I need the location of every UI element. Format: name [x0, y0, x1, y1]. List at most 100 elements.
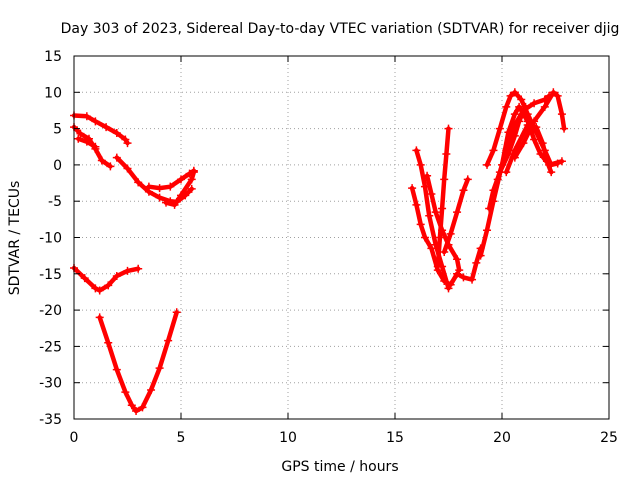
- series-arc-3: [74, 134, 100, 151]
- data-point: [483, 160, 492, 169]
- series-arc-7: [70, 263, 143, 295]
- data-point: [112, 271, 121, 280]
- data-point: [510, 146, 519, 155]
- data-point: [121, 388, 130, 397]
- data-point: [95, 313, 104, 322]
- data-point: [187, 184, 196, 193]
- data-point: [91, 117, 100, 126]
- data-point: [187, 175, 196, 184]
- data-point: [162, 198, 171, 207]
- data-point: [444, 284, 453, 293]
- data-point: [420, 233, 429, 242]
- data-point: [510, 110, 519, 119]
- data-point: [104, 281, 113, 290]
- x-tick-label: 0: [70, 430, 79, 446]
- data-point: [91, 284, 100, 293]
- data-point: [542, 157, 551, 166]
- data-point: [459, 273, 468, 282]
- data-point: [560, 124, 569, 133]
- data-point: [553, 91, 562, 100]
- data-point: [530, 135, 539, 144]
- data-point: [164, 336, 173, 345]
- y-tick-label: -25: [39, 339, 62, 355]
- data-point: [435, 233, 444, 242]
- series-arc-13: [440, 175, 472, 257]
- data-point: [538, 139, 547, 148]
- data-point: [76, 129, 85, 138]
- data-point: [468, 275, 477, 284]
- data-point: [155, 364, 164, 373]
- data-point: [412, 146, 421, 155]
- data-point: [438, 204, 447, 213]
- data-point: [427, 189, 436, 198]
- series-arc-10: [412, 146, 453, 293]
- data-point: [82, 112, 91, 121]
- x-tick-label: 25: [600, 430, 618, 446]
- data-point: [80, 274, 89, 283]
- data-point: [123, 266, 132, 275]
- data-point: [102, 123, 111, 132]
- y-tick-label: -15: [39, 267, 62, 283]
- data-point: [440, 175, 449, 184]
- series-arc-18: [510, 88, 569, 162]
- series-line: [435, 126, 451, 269]
- data-point: [134, 264, 143, 273]
- data-point: [112, 153, 121, 162]
- data-point: [177, 191, 185, 200]
- data-point: [523, 120, 532, 129]
- data-point: [489, 146, 498, 155]
- data-point: [532, 123, 541, 132]
- data-point: [74, 134, 83, 143]
- data-point: [155, 184, 164, 193]
- data-point: [155, 193, 164, 202]
- y-tick-label: -30: [39, 376, 62, 392]
- y-tick-label: 10: [44, 85, 62, 101]
- data-series: [70, 88, 569, 416]
- x-axis-label: GPS time / hours: [281, 459, 398, 475]
- data-point: [530, 99, 539, 108]
- data-point: [557, 157, 566, 166]
- data-point: [177, 175, 185, 184]
- data-point: [455, 266, 464, 275]
- data-point: [506, 91, 515, 100]
- data-point: [489, 186, 498, 195]
- data-point: [123, 139, 132, 148]
- data-point: [433, 262, 442, 271]
- data-point: [553, 159, 562, 168]
- data-point: [412, 200, 421, 209]
- data-point: [172, 308, 181, 317]
- data-point: [517, 95, 526, 104]
- series-arc-12: [433, 124, 453, 271]
- data-point: [106, 162, 115, 171]
- data-point: [530, 117, 539, 126]
- data-point: [523, 110, 532, 119]
- y-axis-label: SDTVAR / TECUs: [7, 181, 23, 296]
- data-point: [170, 200, 179, 209]
- series-line: [478, 104, 565, 258]
- data-point: [444, 124, 453, 133]
- data-point: [547, 168, 556, 177]
- data-point: [408, 184, 417, 193]
- y-tick-label: -35: [39, 412, 62, 428]
- axis-ticks: 0 5 10 15 20 25 15 10 5 0 -5 -10 -15 -20 -25 -30 -35: [39, 49, 618, 446]
- series-line: [71, 265, 141, 293]
- data-point: [104, 338, 113, 347]
- data-point: [138, 403, 147, 412]
- data-point: [134, 178, 143, 187]
- data-point: [453, 208, 462, 217]
- x-tick-label: 15: [386, 430, 404, 446]
- data-point: [483, 226, 492, 235]
- series-arc-19: [502, 120, 556, 177]
- data-point: [476, 251, 485, 260]
- data-point: [431, 208, 440, 217]
- y-tick-label: 5: [53, 122, 62, 138]
- data-point: [166, 182, 175, 191]
- data-point: [510, 120, 519, 129]
- data-point: [502, 146, 511, 155]
- series-arc-1: [70, 111, 132, 148]
- data-point: [463, 175, 472, 184]
- data-point: [123, 164, 132, 173]
- data-point: [459, 186, 468, 195]
